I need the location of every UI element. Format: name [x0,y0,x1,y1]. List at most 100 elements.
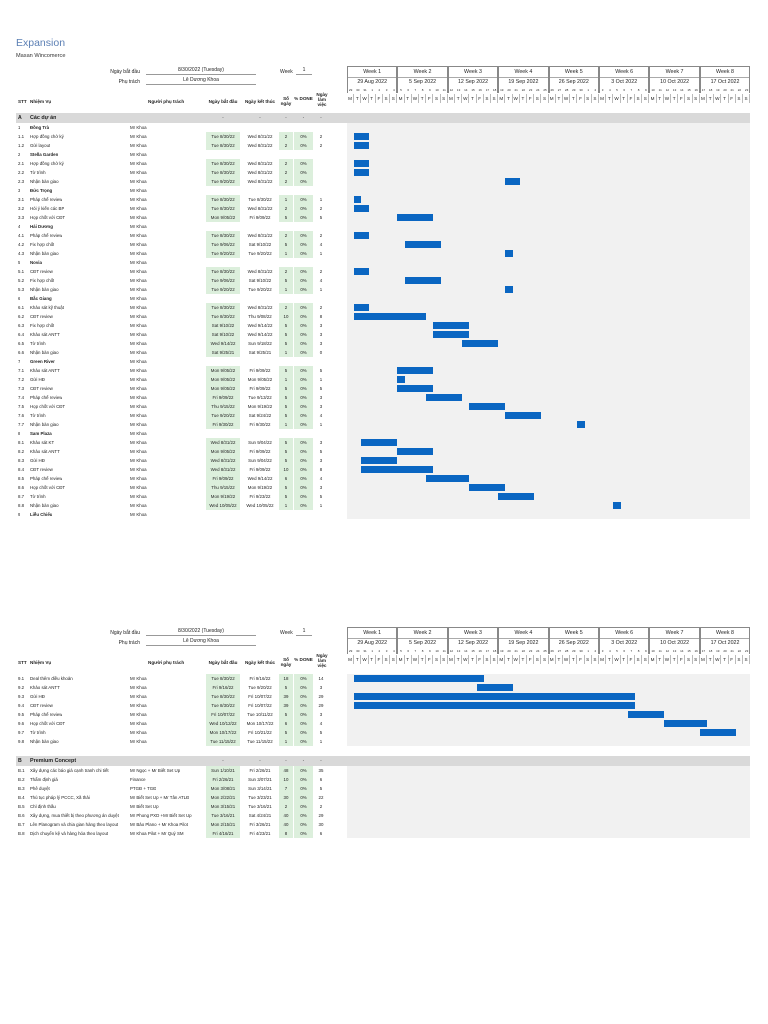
day-number: 30 [356,649,360,653]
col-end-header: Ngày kết thúc [244,660,276,665]
end-date: Fri 9/09/22 [249,215,271,220]
end-date: Tue 10/11/22 [247,712,273,717]
task-row: 8.6 Họp chốt với CĐT Mr Khoa Thu 9/15/22 Mon… [16,483,750,492]
day-letter: F [426,94,434,103]
day-count: 2 [279,177,293,186]
week-label: Week 6 [615,630,634,636]
day-number: 28 [564,88,569,92]
day-number: 3 [385,88,388,92]
percent-done: 0% [294,674,313,683]
percent-done: 0% [294,267,313,276]
day-number: 20 [723,88,727,92]
percent-done: 0% [294,249,313,258]
task-name: Tờ trình [30,730,46,735]
start-date: Tue 8/30/22 [206,168,240,177]
group-row: 1 Đồng Trà Mr Khoa [16,123,750,132]
gantt-bar [699,729,736,736]
section-workdays: - [320,115,322,120]
task-row: 6.3 Fix hợp chốt Mr Khoa Sat 9/10/22 Wed 9/1… [16,321,750,330]
task-row: 3.3 Họp chốt với CĐT Mr Khoa Mon 9/05/22 Fri… [16,213,750,222]
day-letter: S [635,655,643,664]
task-row: B.1 Xây dựng các báo giá cạnh tranh chi t… [16,766,750,775]
day-number: 6 [407,88,410,92]
day-number: 15 [471,649,475,653]
section-id: A [18,115,22,121]
row-id: 9.7 [18,730,25,735]
week-label: Week 2 [413,69,432,75]
task-row: 9.1 Deal thêm điều khoản Mr Khoa Tue 8/30/2… [16,674,750,683]
gantt-bar [663,720,707,727]
start-date: Tue 8/30/22 [206,195,240,204]
task-row: 7.5 Họp chốt với CĐT Mr Khoa Thu 9/15/22 Mon… [16,402,750,411]
day-number: 30 [579,649,583,653]
gantt-track [347,402,750,411]
day-count: 40 [279,820,293,829]
owner-name: Finance [130,777,146,782]
day-count: 2 [279,267,293,276]
row-id: 4.3 [18,251,25,256]
start-date: Wed 8/31/22 [206,465,240,474]
day-count: 18 [279,674,293,683]
day-letter: S [743,94,751,103]
day-number: 22 [521,649,526,653]
day-number: 3 [385,649,388,653]
task-name: Novia [30,260,42,265]
day-number: 21 [514,88,518,92]
gantt-track [347,492,750,501]
start-date: Fri 9/09/22 [206,393,240,402]
task-name: Hợp đồng chờ ký [30,134,64,139]
day-letter: M [700,655,707,664]
day-letter: M [549,94,556,103]
owner-name: Mr Khoa [130,404,147,409]
workday-count: 30 [318,822,324,827]
percent-done: 0% [294,168,313,177]
day-letter: W [563,655,571,664]
gantt-track [347,303,750,312]
day-count: 2 [279,303,293,312]
gantt-track [347,820,750,829]
row-id: 9.8 [18,739,25,744]
day-count: 40 [279,811,293,820]
task-name: Lên Planogram và chia gian hàng theo lay… [30,822,119,827]
task-row: 7.4 Pháp chế review Mr Khoa Fri 9/09/22 Tue … [16,393,750,402]
day-letter: S [491,655,499,664]
day-number: 5 [400,649,402,653]
percent-done: 0% [294,692,313,701]
end-date: Tue 9/13/22 [248,395,272,400]
gantt-track [347,159,750,168]
task-row: 4.3 Nhận bàn giao Mr Khoa Tue 9/20/22 Tue 9/… [16,249,750,258]
day-letter: S [635,94,643,103]
workday-count: 1 [319,377,323,382]
task-name: Họp chốt với CĐT [30,404,66,409]
day-letter: S [541,655,549,664]
start-date: Fri 9/30/22 [206,420,240,429]
week-start-date: 3 Oct 2022 [600,638,649,648]
row-id: 2.3 [18,179,25,184]
day-number: 8 [637,649,640,653]
task-name: CĐT review [30,269,53,274]
day-letter: W [362,94,369,103]
task-row: 1.1 Hợp đồng chờ ký Mr Khoa Tue 8/30/22 Wed … [16,132,750,141]
col-days-header: Số ngày [280,96,292,106]
start-date: Fri 2/26/21 [206,775,240,784]
day-letter: W [614,655,621,664]
owner-name: Mr Khoa [130,170,147,175]
day-count: 1 [279,249,293,258]
day-letter: S [383,94,391,103]
day-letter: S [484,94,491,103]
task-row: 7.2 Gửi HĐ Mr Khoa Mon 9/05/22 Mon 9/05/22 1 0… [16,375,750,384]
day-number: 8 [637,88,640,92]
workday-count: 3 [319,685,323,690]
day-number: 19 [716,88,720,92]
day-letter: W [513,655,520,664]
task-name: Khảo sát ANTT [30,368,60,373]
day-count: 6 [279,719,293,728]
task-row: 2.3 Nhận bàn giao Mr Khoa Tue 9/20/22 Wed 8/… [16,177,750,186]
owner-label: Phụ trách [118,79,140,85]
week-label: Week 4 [514,630,533,636]
task-name: CĐT review [30,314,53,319]
workday-count: 2 [319,233,323,238]
owner-name: Mr Khoa [130,458,147,463]
percent-done: 0% [294,213,313,222]
workday-count [314,177,328,186]
